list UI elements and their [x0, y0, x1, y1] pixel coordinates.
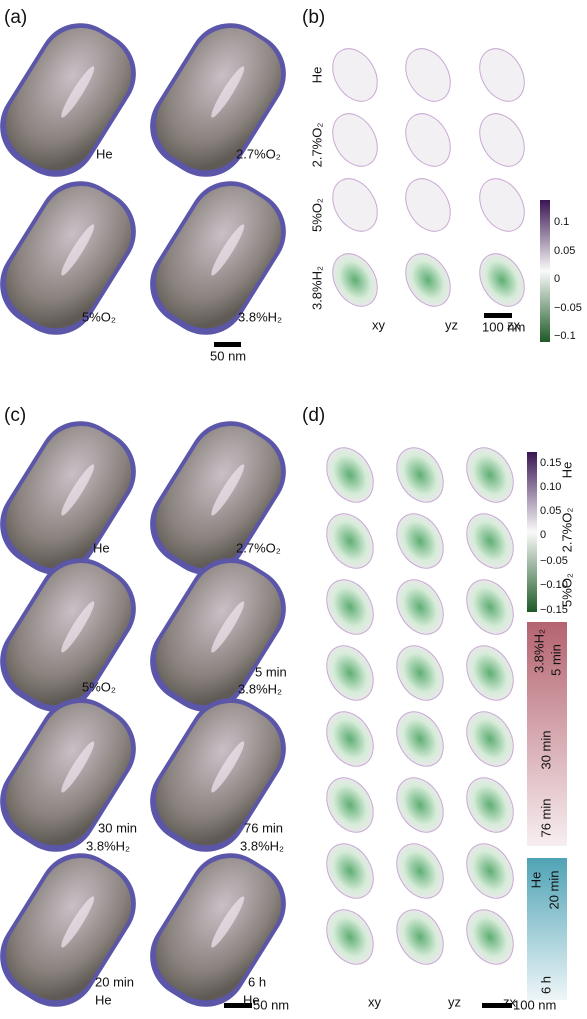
scale-bar [214, 342, 241, 347]
scale-bar [482, 1003, 512, 1008]
column-label: yz [448, 994, 461, 1009]
strain-map [457, 835, 522, 906]
strain-map [397, 171, 460, 239]
strain-map [457, 505, 522, 576]
strain-map [457, 769, 522, 840]
panel-label: (a) [4, 7, 27, 28]
strain-map [471, 246, 534, 314]
caption: 2.7%O₂ [236, 146, 281, 161]
caption: 3.8%H₂ [240, 838, 284, 853]
side-label: 3.8%H₂ [531, 629, 546, 673]
row-label: He [309, 67, 324, 84]
panel-label: (b) [302, 7, 325, 28]
strain-map [317, 505, 382, 576]
strain-map [471, 106, 534, 174]
strain-map [397, 246, 460, 314]
panel-label: (d) [302, 405, 325, 426]
side-label: 20 min [546, 870, 561, 909]
scale-label: 50 nm [210, 348, 246, 363]
side-label: He [559, 462, 574, 479]
strain-map [471, 41, 534, 109]
side-label: 2.7%O₂ [559, 508, 574, 553]
row-label: 5%O₂ [309, 198, 324, 232]
strain-map [387, 901, 452, 972]
strain-map [457, 901, 522, 972]
caption: 3.8%H₂ [86, 838, 130, 853]
strain-map [387, 637, 452, 708]
strain-map [387, 703, 452, 774]
caption: 3.8%H₂ [238, 681, 282, 696]
strain-map [317, 703, 382, 774]
scale-label: 100 nm [482, 319, 525, 334]
scale-label: 100 nm [513, 997, 556, 1012]
strain-map [387, 769, 452, 840]
colorbar [527, 452, 537, 612]
scale-bar [484, 313, 512, 318]
strain-map [457, 571, 522, 642]
colorbar [540, 200, 550, 342]
strain-map [317, 835, 382, 906]
side-label: 30 min [538, 730, 553, 769]
side-label: 76 min [538, 798, 553, 837]
strain-map [457, 703, 522, 774]
caption: 76 min [244, 820, 283, 835]
caption: 2.7%O₂ [236, 540, 281, 555]
caption: 5 min [255, 664, 287, 679]
strain-map [317, 901, 382, 972]
caption: He [95, 992, 112, 1007]
strain-map [317, 439, 382, 510]
strain-map [397, 41, 460, 109]
figure: (a) (b) (c) (d) He 2.7%O₂ 5%O₂ 3.8%H₂ 50… [0, 0, 587, 1019]
row-label: 3.8%H₂ [309, 266, 324, 310]
strain-map [471, 171, 534, 239]
caption: He [93, 540, 110, 555]
caption: 20 min [95, 974, 134, 989]
caption: 5%O₂ [82, 679, 116, 694]
scale-bar [224, 1003, 252, 1008]
caption: 3.8%H₂ [238, 309, 282, 324]
strain-map [397, 106, 460, 174]
caption: 5%O₂ [82, 309, 116, 324]
strain-map [324, 106, 387, 174]
strain-map [387, 571, 452, 642]
colorbar-tick: 0.10 [540, 481, 561, 493]
strain-map [457, 637, 522, 708]
colorbar-tick: 0.1 [554, 216, 569, 228]
colorbar-tick: 0.05 [554, 245, 575, 257]
colorbar-tick: 0 [554, 273, 560, 285]
colorbar-tick: 0.15 [540, 457, 561, 469]
strain-map [457, 439, 522, 510]
colorbar-tick: 0 [540, 529, 546, 541]
side-label: 5%O₂ [559, 573, 574, 607]
strain-map [317, 571, 382, 642]
panel-label: (c) [4, 405, 26, 426]
column-label: xy [368, 994, 382, 1009]
strain-map [324, 246, 387, 314]
column-label: yz [445, 317, 458, 332]
strain-map [324, 41, 387, 109]
caption: He [96, 146, 113, 161]
side-label: 5 min [548, 644, 563, 676]
side-label: 6 h [538, 976, 553, 994]
caption: 30 min [98, 820, 137, 835]
strain-map [387, 439, 452, 510]
strain-map [387, 505, 452, 576]
caption: 6 h [248, 974, 266, 989]
strain-map [387, 835, 452, 906]
scale-label: 50 nm [253, 997, 289, 1012]
colorbar-tick: −0.05 [540, 555, 568, 567]
column-label: xy [372, 317, 386, 332]
colorbar-tick: −0.1 [554, 330, 576, 342]
strain-map [324, 171, 387, 239]
strain-map [317, 637, 382, 708]
colorbar-tick: −0.05 [554, 302, 582, 314]
row-label: 2.7%O₂ [309, 123, 324, 168]
colorbar-tick: 0.05 [540, 505, 561, 517]
strain-map [317, 769, 382, 840]
side-label: He [528, 872, 543, 889]
